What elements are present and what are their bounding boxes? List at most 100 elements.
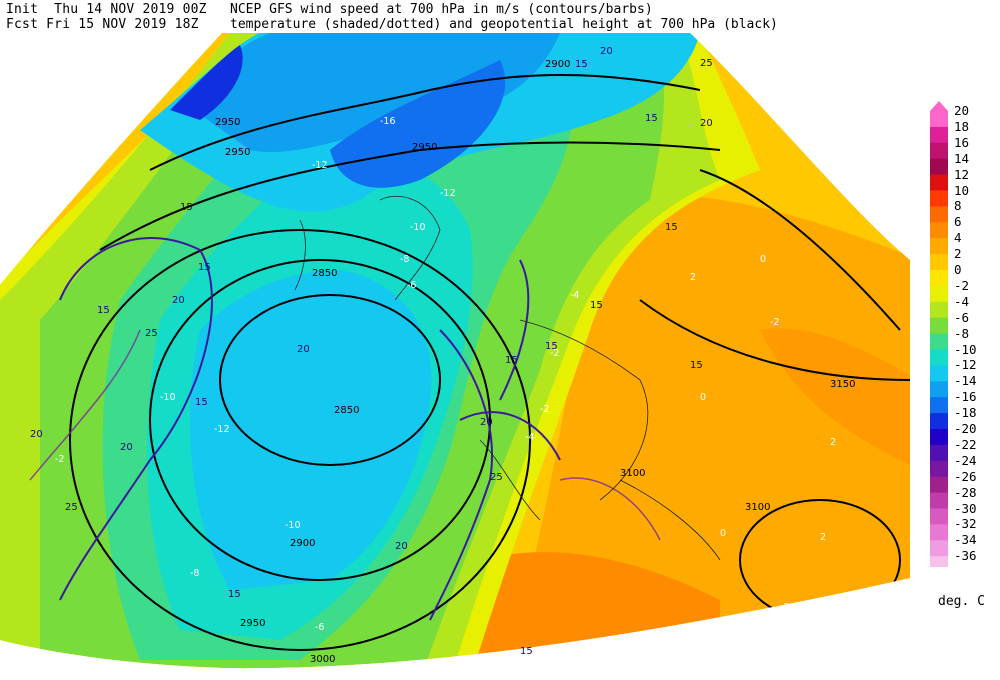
colorbar-swatch	[930, 413, 948, 430]
temp-label: -12	[312, 160, 328, 171]
wind-labels: 15 20 15 25 15 20 15 20 25 20 15 15 20 2…	[30, 46, 713, 657]
wind-label: 20	[700, 118, 713, 129]
temp-label: -2	[540, 404, 549, 415]
colorbar-tick-label: 4	[954, 230, 962, 246]
wind-label: 15	[520, 646, 533, 657]
colorbar-swatch	[930, 397, 948, 414]
colorbar-swatch	[930, 174, 948, 191]
temp-label: -6	[315, 622, 324, 633]
height-label: 2850	[334, 405, 359, 416]
height-label: 3150	[830, 379, 855, 390]
temp-label: -12	[214, 424, 230, 435]
temp-label: -2	[780, 602, 789, 613]
colorbar-tick-label: -2	[954, 277, 970, 293]
colorbar-swatch	[930, 126, 948, 144]
colorbar-tick-label: 16	[954, 134, 970, 150]
colorbar-swatch	[930, 254, 948, 271]
temp-label: 0	[760, 254, 766, 265]
colorbar-tick-label: 18	[954, 118, 970, 134]
colorbar-tick-label: -24	[954, 452, 977, 468]
temp-label: -2	[55, 454, 64, 465]
temp-label: -10	[160, 392, 176, 403]
colorbar-tick-label: -32	[954, 516, 977, 532]
colorbar-swatch	[930, 429, 948, 446]
wind-label: 15	[665, 222, 678, 233]
colorbar	[930, 101, 948, 567]
temp-label: 0	[700, 392, 706, 403]
wind-label: 15	[575, 59, 588, 70]
colorbar-tick-label: -28	[954, 484, 977, 500]
temp-label: 2	[830, 437, 836, 448]
forecast-label: Fcst	[6, 17, 39, 32]
temp-label: -12	[440, 188, 456, 199]
height-label: 2900	[290, 538, 315, 549]
colorbar-swatch	[930, 365, 948, 382]
colorbar-swatch	[930, 381, 948, 398]
wind-label: 15	[590, 300, 603, 311]
wind-label: 20	[600, 46, 613, 57]
colorbar-swatch	[930, 317, 948, 335]
colorbar-tick-label: 8	[954, 198, 962, 214]
colorbar-swatch	[930, 222, 948, 239]
wind-label: 15	[228, 589, 241, 600]
temp-label: -10	[410, 222, 426, 233]
height-label: 3100	[745, 502, 770, 513]
title-line-2: temperature (shaded/dotted) and geopoten…	[230, 17, 778, 32]
temp-label: -16	[380, 116, 396, 127]
colorbar-tick-label: 2	[954, 246, 962, 262]
height-label: 2950	[412, 142, 437, 153]
height-label: 2950	[225, 147, 250, 158]
colorbar-swatch	[930, 444, 948, 462]
temp-label: -8	[400, 254, 409, 265]
temperature-labels: -16 -12 -12 -10 -8 -6 -4 -2 -2 -12 -10 -…	[55, 116, 836, 633]
colorbar-tick-label: 20	[954, 103, 970, 118]
wind-label: 15	[195, 397, 208, 408]
colorbar-tick-label: -26	[954, 468, 977, 484]
wind-label: 15	[645, 113, 658, 124]
colorbar-swatch	[930, 301, 948, 319]
colorbar-swatch	[930, 285, 948, 303]
wind-label: 25	[145, 328, 158, 339]
init-line: Init Thu 14 NOV 2019 00Z	[6, 2, 207, 17]
wind-label: 20	[172, 295, 185, 306]
wind-label: 15	[690, 360, 703, 371]
colorbar-tick-label: -30	[954, 500, 977, 516]
wind-label: 25	[700, 58, 713, 69]
wind-label: 25	[490, 472, 503, 483]
wind-label: 20	[120, 442, 133, 453]
colorbar-swatch	[930, 524, 948, 541]
init-value: Thu 14 NOV 2019 00Z	[54, 2, 207, 17]
colorbar-swatch	[930, 333, 948, 350]
temp-label: -4	[570, 290, 579, 301]
temp-label: -4	[525, 432, 534, 443]
wind-label: 15	[180, 202, 193, 213]
colorbar-tick-label: -14	[954, 373, 977, 389]
temp-label: -10	[285, 520, 301, 531]
colorbar-swatch	[930, 238, 948, 255]
colorbar-tick-label: 0	[954, 262, 962, 277]
height-label: 2850	[312, 268, 337, 279]
temp-label: 0	[720, 528, 726, 539]
colorbar-tick-label: -36	[954, 548, 977, 564]
temp-label: 2	[690, 272, 696, 283]
colorbar-tick-label: -20	[954, 421, 977, 436]
colorbar-swatch	[930, 270, 948, 287]
colorbar-swatch	[930, 142, 948, 160]
colorbar-swatch	[930, 349, 948, 366]
wind-label: 15	[97, 305, 110, 316]
colorbar-tick-label: -12	[954, 357, 977, 373]
colorbar-swatch	[930, 460, 948, 478]
colorbar-tick-label: 10	[954, 182, 970, 198]
wind-label: 20	[297, 344, 310, 355]
wind-label: 20	[30, 429, 43, 440]
temp-label: -6	[407, 280, 416, 291]
temp-label: -2	[770, 317, 779, 328]
forecast-value: Fri 15 NOV 2019 18Z	[46, 17, 199, 32]
colorbar-tick-label: 14	[954, 150, 970, 166]
colorbar-tick-label: -18	[954, 405, 977, 421]
colorbar-tick-label: -16	[954, 389, 977, 405]
colorbar-tick-label: -34	[954, 532, 977, 548]
wind-label: 15	[545, 341, 558, 352]
map-field	[0, 33, 910, 669]
colorbar-swatch	[930, 556, 948, 567]
